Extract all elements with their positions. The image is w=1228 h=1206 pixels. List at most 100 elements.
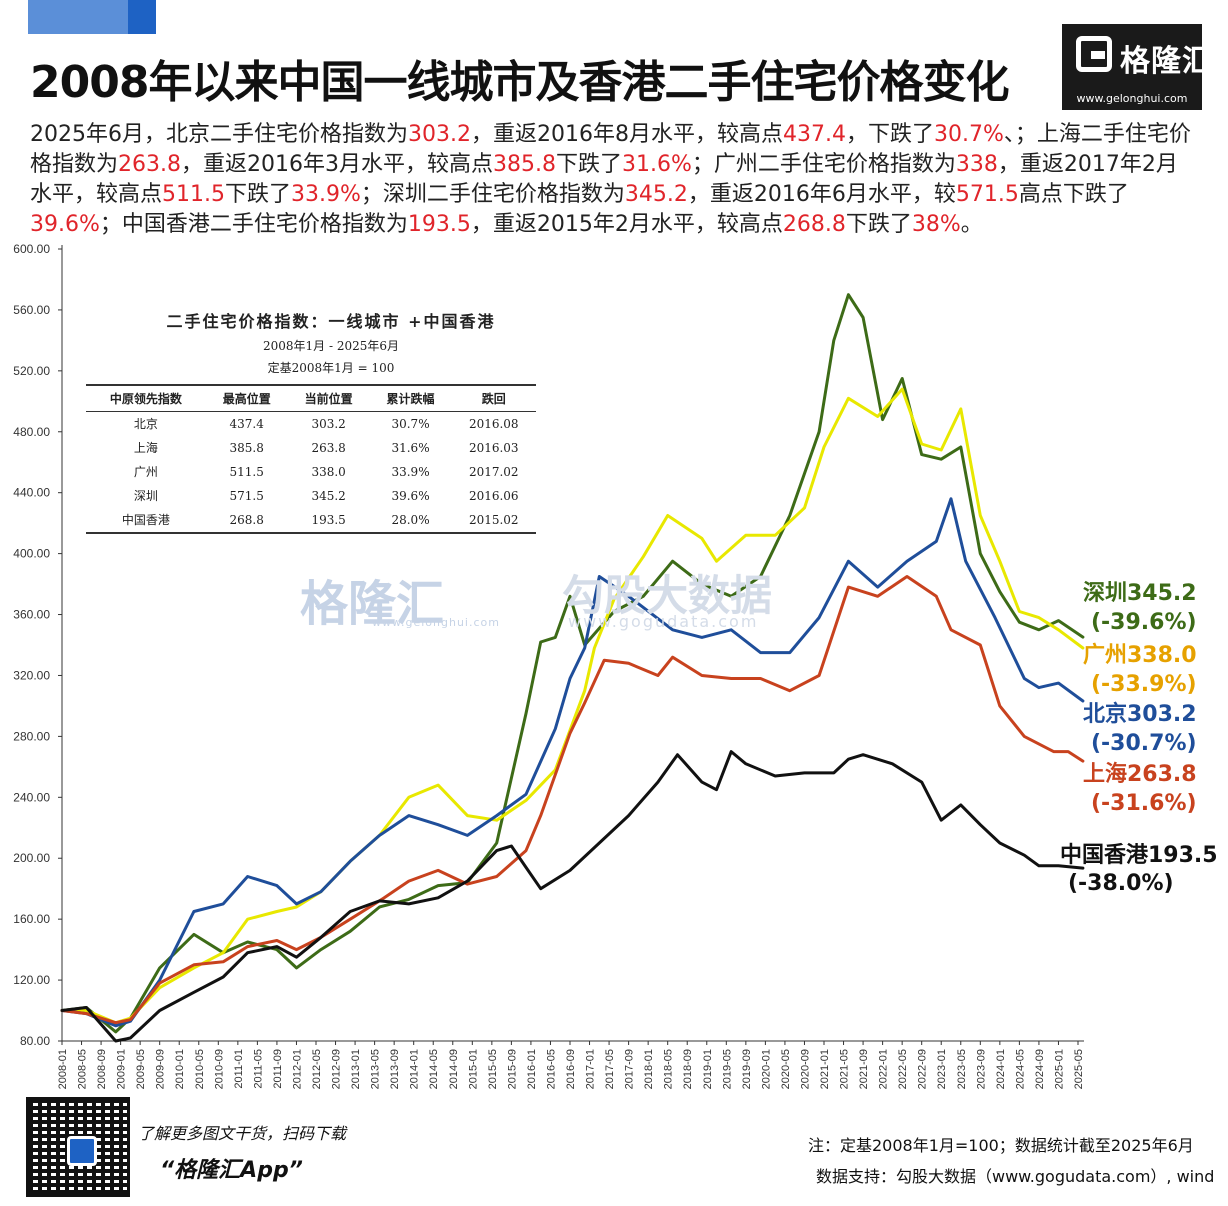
x-tick-label: 2013-05 — [370, 1049, 382, 1089]
end-label-change: (-33.9%) — [1091, 672, 1197, 697]
table-cell: 上海 — [133, 441, 158, 455]
summary-segment: ，重返2016年8月水平，较高点 — [470, 122, 783, 147]
summary-segment: ；广州二手住宅价格指数为 — [691, 152, 956, 177]
summary-highlight: 437.4 — [782, 122, 846, 147]
table-cell: 338.0 — [311, 464, 346, 479]
end-label-change: (-30.7%) — [1091, 731, 1197, 756]
end-label-change: (-31.6%) — [1091, 791, 1197, 816]
data-source: 数据支持：勾股大数据（www.gogudata.com）, wind — [816, 1167, 1215, 1186]
x-tick-label: 2024-09 — [1034, 1049, 1046, 1089]
x-tick-label: 2023-01 — [936, 1049, 948, 1089]
x-tick-label: 2021-09 — [858, 1049, 870, 1089]
table-cell: 中国香港 — [86, 508, 206, 534]
x-tick-label: 2022-09 — [917, 1049, 929, 1089]
summary-segment: 。 — [960, 212, 983, 237]
y-tick-label: 320.00 — [13, 668, 50, 682]
summary-segment: ，下跌了 — [845, 122, 934, 147]
x-tick-label: 2024-05 — [1014, 1049, 1026, 1089]
series-line-4 — [60, 750, 1085, 1043]
table-row: 广州 511.5 338.0 33.9% 2017.02 — [86, 460, 536, 484]
x-tick-label: 2010-01 — [174, 1049, 186, 1089]
table-cell: 北京 — [133, 417, 158, 431]
series-line-1 — [60, 387, 1085, 1025]
summary-highlight: 511.5 — [162, 182, 225, 207]
x-tick-label: 2011-01 — [233, 1049, 245, 1089]
table-cell: 2016.03 — [468, 440, 519, 455]
summary-highlight: 303.2 — [408, 122, 471, 147]
promo-app-name: “格隆汇App” — [160, 1158, 303, 1183]
summary-segment: 下跌了 — [555, 152, 622, 177]
table-cell: 437.4 — [229, 416, 264, 431]
x-tick-label: 2011-09 — [272, 1049, 284, 1089]
x-tick-label: 2015-05 — [487, 1049, 499, 1089]
x-tick-label: 2014-01 — [409, 1049, 421, 1089]
x-tick-label: 2012-05 — [311, 1049, 323, 1089]
y-tick-label: 600.00 — [13, 242, 50, 256]
x-tick-label: 2012-09 — [331, 1049, 343, 1089]
summary-highlight: 338 — [955, 152, 998, 177]
summary-segment: ；深圳二手住宅价格指数为 — [360, 182, 625, 207]
x-tick-label: 2017-01 — [585, 1049, 597, 1089]
x-tick-label: 2010-09 — [213, 1049, 225, 1089]
table-cell: 39.6% — [391, 488, 430, 503]
table-cell: 263.8 — [311, 440, 346, 455]
summary-text: 2025年6月，北京二手住宅价格指数为303.2，重返2016年8月水平，较高点… — [30, 120, 1196, 240]
summary-segment: 、；上海二手住宅价格指数为 — [30, 122, 1191, 177]
table-cell: 385.8 — [229, 440, 264, 455]
x-tick-label: 2021-01 — [819, 1049, 831, 1089]
summary-segment: 高点下跌了 — [1018, 182, 1129, 207]
table-cell: 345.2 — [311, 488, 346, 503]
y-tick-label: 520.00 — [13, 364, 50, 378]
table-cell: 28.0% — [369, 508, 452, 534]
end-label-name: 中国香港193.5 — [1060, 843, 1218, 868]
table-cell: 571.5 — [229, 488, 264, 503]
summary-highlight: 263.8 — [118, 152, 181, 177]
x-tick-label: 2019-01 — [702, 1049, 714, 1089]
x-tick-label: 2010-05 — [194, 1049, 206, 1089]
summary-highlight: 193.5 — [407, 212, 471, 237]
summary-highlight: 268.8 — [782, 212, 846, 237]
table-row: 深圳 571.5 345.2 39.6% 2016.06 — [86, 484, 536, 508]
table-cell: 268.8 — [205, 508, 288, 534]
table-base-note: 定基2008年1月 = 100 — [267, 361, 395, 375]
x-tick-label: 2025-01 — [1053, 1049, 1065, 1089]
end-label-name: 广州338.0 — [1083, 642, 1197, 668]
x-tick-label: 2021-05 — [839, 1049, 851, 1089]
gelonghui-logo-icon — [1076, 36, 1112, 72]
line-chart: 80.00 120.00 160.00 200.00 240.00 280.00 320.0… — [13, 242, 1218, 1089]
index-table: 二手住宅价格指数：一线城市 +中国香港 2008年1月 - 2025年6月 定基… — [86, 308, 536, 534]
y-tick-label: 280.00 — [13, 729, 50, 743]
x-tick-label: 2009-01 — [116, 1049, 128, 1089]
x-tick-label: 2008-01 — [57, 1049, 69, 1089]
y-tick-label: 400.00 — [13, 547, 50, 561]
table-cell: 193.5 — [287, 508, 370, 534]
table-cell: 2015.02 — [451, 508, 536, 534]
x-tick-label: 2015-09 — [506, 1049, 518, 1089]
table-cell: 2016.06 — [468, 488, 519, 503]
table-title: 二手住宅价格指数：一线城市 +中国香港 — [166, 312, 496, 331]
x-tick-label: 2009-09 — [155, 1049, 167, 1089]
table-row: 中国香港 268.8 193.5 28.0% 2015.02 — [86, 508, 536, 534]
x-tick-label: 2019-05 — [721, 1049, 733, 1089]
end-label-name: 深圳345.2 — [1083, 581, 1197, 606]
table-cell: 深圳 — [133, 489, 158, 503]
summary-highlight: 33.9% — [291, 182, 361, 207]
x-tick-label: 2020-05 — [780, 1049, 792, 1089]
summary-segment: ；中国香港二手住宅价格指数为 — [99, 212, 408, 237]
end-label-name: 上海263.8 — [1083, 761, 1197, 787]
summary-segment: ，重返2016年3月水平，较高点 — [181, 152, 493, 177]
table-header-cell: 中原领先指数 — [86, 384, 206, 412]
footnote: 注：定基2008年1月=100；数据统计截至2025年6月 — [808, 1136, 1194, 1155]
qr-code[interactable] — [26, 1097, 130, 1197]
x-tick-label: 2008-05 — [77, 1049, 89, 1089]
summary-highlight: 38% — [911, 212, 961, 237]
x-tick-label: 2014-09 — [448, 1049, 460, 1089]
x-tick-label: 2008-09 — [96, 1049, 108, 1089]
table-cell: 511.5 — [229, 464, 264, 479]
summary-highlight: 571.5 — [955, 182, 1019, 207]
y-tick-label: 120.00 — [13, 973, 50, 987]
x-tick-label: 2018-05 — [663, 1049, 675, 1089]
gelonghui-logo: 格隆汇 www.gelonghui.com — [1062, 24, 1212, 110]
qr-logo-icon — [67, 1136, 97, 1166]
y-tick-label: 200.00 — [13, 851, 50, 865]
